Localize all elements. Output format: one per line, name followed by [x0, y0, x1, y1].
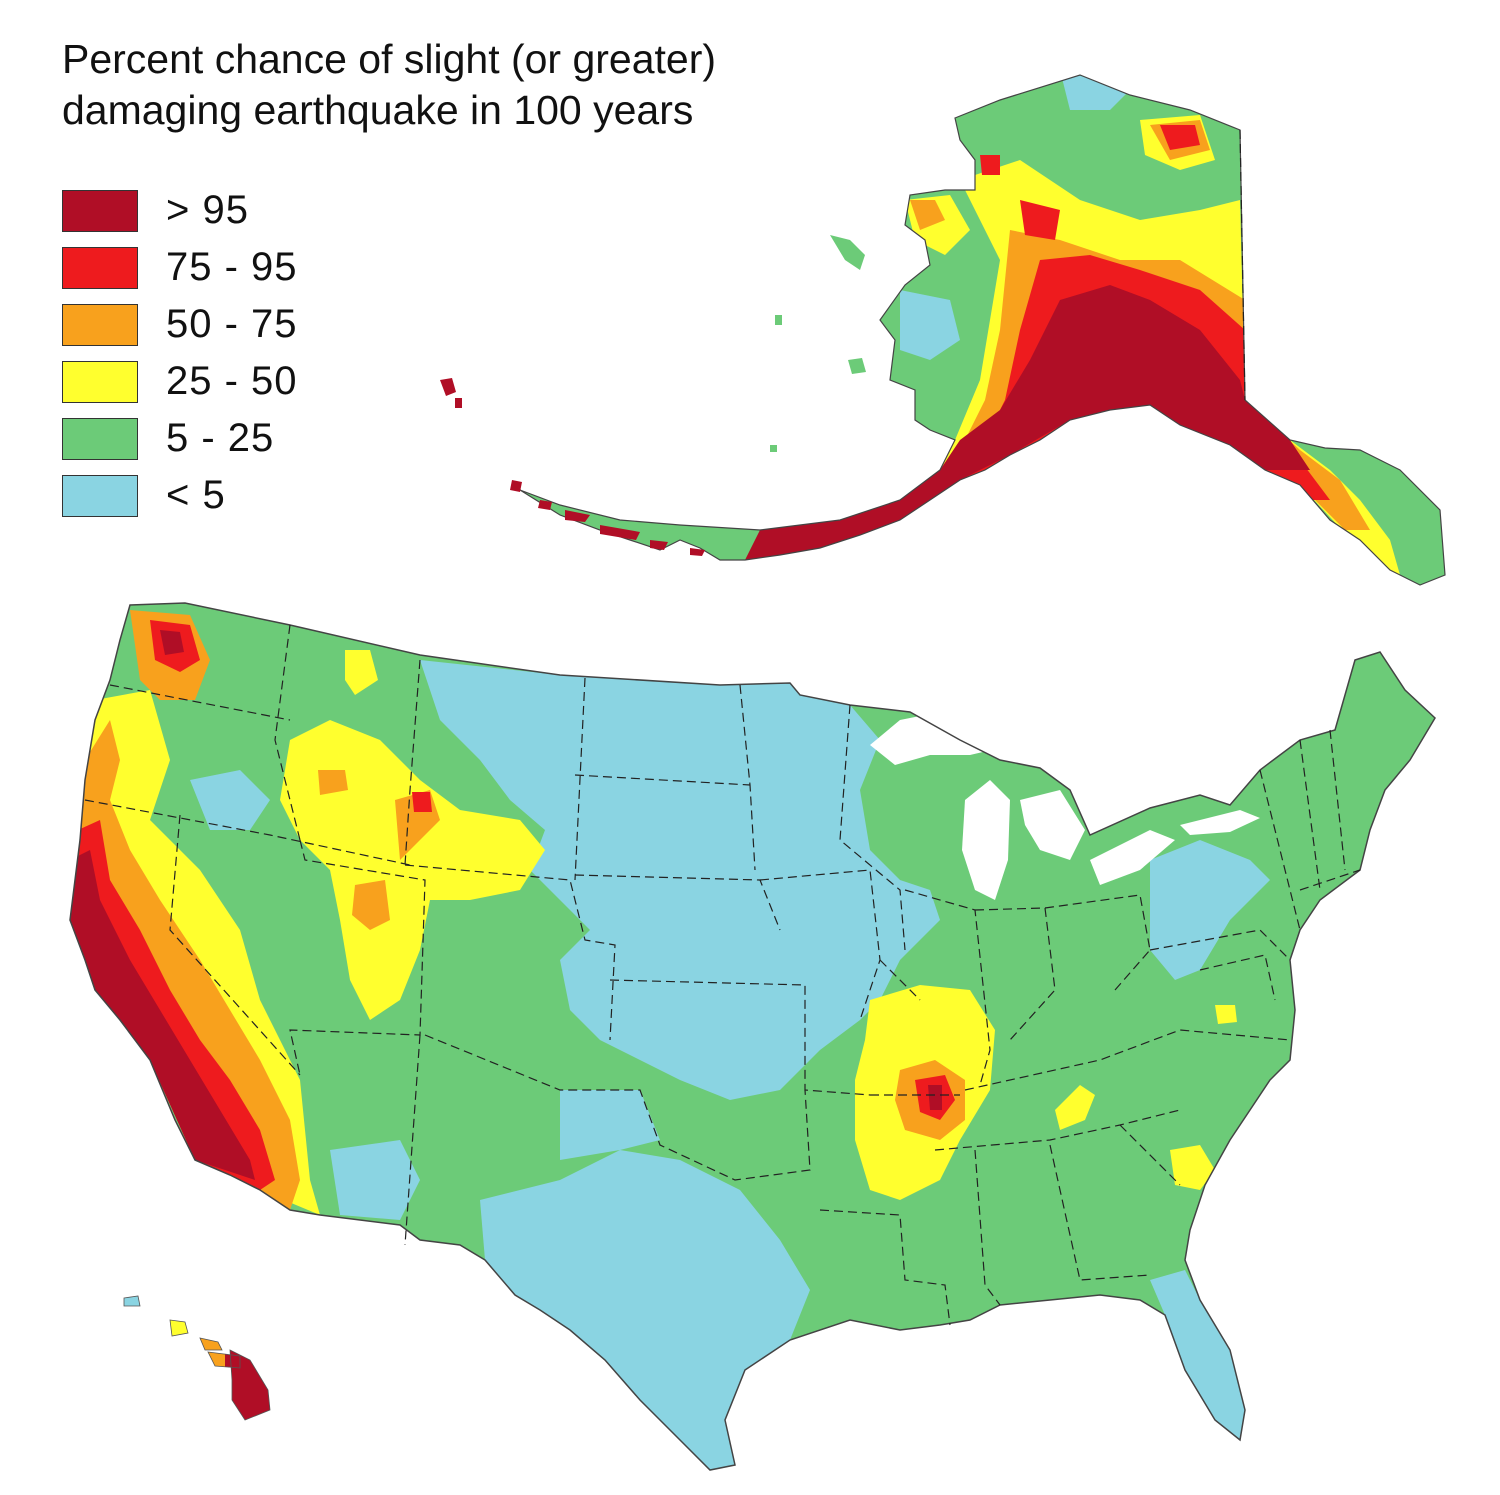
legend-swatch-gt95 [62, 189, 138, 232]
hawaii-lt5-area [124, 1296, 145, 1312]
legend-swatch-lt5 [62, 474, 138, 517]
hawaii-gt95-area [225, 1345, 270, 1420]
legend-item-lt5: < 5 [62, 467, 298, 524]
great-lakes [870, 712, 1260, 900]
hawaii-map [123, 1295, 271, 1421]
legend-item-50-75: 50 - 75 [62, 296, 298, 353]
legend-item-25-50: 25 - 50 [62, 353, 298, 410]
legend-item-gt95: > 95 [62, 182, 298, 239]
map-title: Percent chance of slight (or greater) da… [62, 34, 922, 136]
legend-label-50-75: 50 - 75 [166, 302, 298, 346]
hawaii-outline [123, 1295, 271, 1421]
legend-item-5-25: 5 - 25 [62, 410, 298, 467]
state-borders [84, 624, 1361, 1326]
conus-outline [69, 602, 1436, 1471]
map-title-line1: Percent chance of slight (or greater) [62, 36, 717, 82]
legend-swatch-50-75 [62, 303, 138, 346]
legend-swatch-75-95 [62, 246, 138, 289]
alaska-west-islands [770, 235, 866, 452]
legend-swatch-25-50 [62, 360, 138, 403]
map-title-line2: damaging earthquake in 100 years [62, 87, 694, 133]
legend-label-gt95: > 95 [166, 188, 249, 232]
legend-label-lt5: < 5 [166, 473, 226, 517]
hawaii-25-50-area [165, 1316, 192, 1340]
legend-label-75-95: 75 - 95 [166, 245, 298, 289]
alaska-map [440, 74, 1446, 586]
aleutian-islands [440, 378, 705, 556]
conus-lt5-areas [190, 660, 1270, 1470]
legend-label-5-25: 5 - 25 [166, 416, 275, 460]
legend-swatch-5-25 [62, 417, 138, 460]
legend-item-75-95: 75 - 95 [62, 239, 298, 296]
legend: > 95 75 - 95 50 - 75 25 - 50 5 - 25 < 5 [62, 182, 298, 524]
legend-label-25-50: 25 - 50 [166, 359, 298, 403]
alaska-outline [519, 74, 1446, 586]
conus-gt95-areas [70, 630, 942, 1180]
alaska-gt95-areas [745, 285, 1310, 560]
alaska-canada-border [1239, 129, 1246, 401]
alaska-lt5-areas [900, 75, 1130, 360]
